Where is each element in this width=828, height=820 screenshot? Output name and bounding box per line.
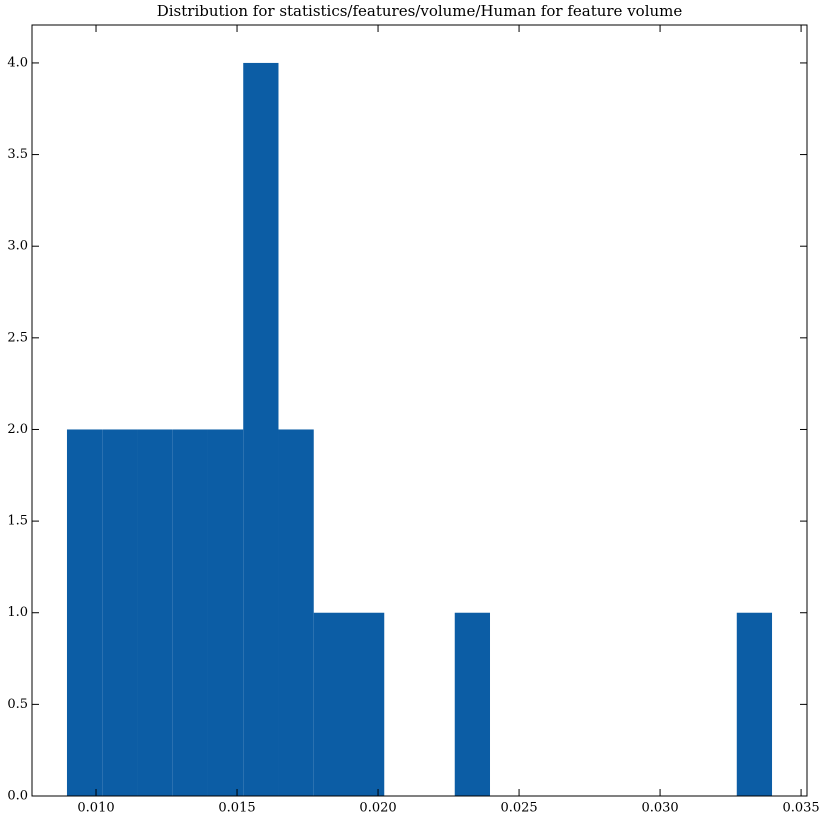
bar: [207, 429, 244, 796]
bar: [278, 429, 314, 796]
bar: [66, 429, 103, 796]
bar: [137, 429, 173, 796]
y-tick-label: 0.5: [7, 697, 28, 712]
bar: [313, 612, 349, 796]
y-tick-label: 1.5: [7, 514, 28, 529]
bar: [454, 612, 491, 796]
x-tick-label: 0.015: [218, 801, 255, 816]
y-tick-label: 3.5: [7, 147, 28, 162]
bar: [736, 612, 773, 796]
x-tick-label: 0.030: [641, 801, 678, 816]
x-tick-label: 0.020: [359, 801, 396, 816]
y-tick-label: 4.0: [7, 55, 28, 70]
y-tick-label: 2.0: [7, 422, 28, 437]
x-tick-label: 0.035: [782, 801, 819, 816]
x-tick-label: 0.025: [500, 801, 537, 816]
chart-title: Distribution for statistics/features/vol…: [157, 2, 683, 20]
plot-frame: [31, 24, 808, 797]
x-tick-label: 0.010: [77, 801, 114, 816]
bar: [102, 429, 138, 796]
y-tick-label: 3.0: [7, 239, 28, 254]
bar: [243, 62, 279, 797]
bar: [348, 612, 385, 796]
y-tick-label: 1.0: [7, 605, 28, 620]
bar: [172, 429, 208, 796]
y-tick-label: 0.0: [7, 789, 28, 804]
y-tick-label: 2.5: [7, 330, 28, 345]
